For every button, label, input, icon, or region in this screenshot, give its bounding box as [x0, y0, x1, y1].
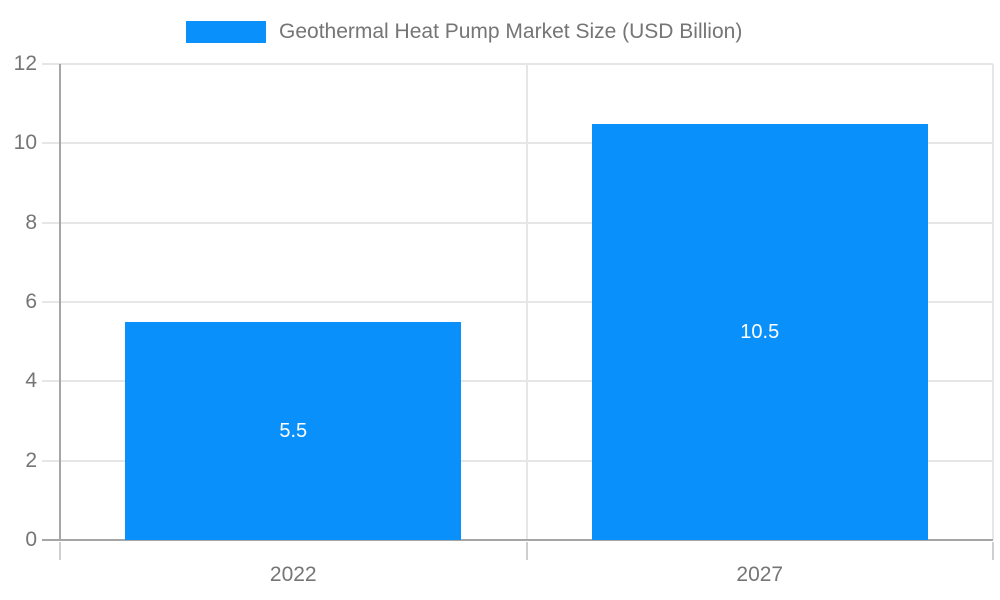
gridline-vertical: [525, 64, 528, 540]
x-axis-tick: [992, 542, 994, 560]
x-axis-tick-label: 2022: [269, 563, 317, 586]
y-axis-tick: [42, 63, 60, 65]
y-axis-tick-label: 4: [25, 369, 37, 393]
y-axis-tick: [42, 142, 60, 145]
y-axis-tick: [42, 301, 60, 303]
y-axis-line: [59, 64, 61, 540]
bar-2027[interactable]: [591, 123, 928, 540]
chart-legend[interactable]: Geothermal Heat Pump Market Size (USD Bi…: [186, 21, 742, 43]
y-axis-tick: [42, 221, 60, 224]
y-axis-tick-label: 2: [25, 448, 37, 472]
y-axis-tick-label: 12: [13, 52, 37, 75]
legend-swatch[interactable]: [186, 21, 266, 43]
x-axis-line: [42, 539, 993, 541]
y-axis-tick-label: 6: [25, 290, 37, 313]
y-axis-tick-label: 10: [13, 131, 37, 155]
y-axis-tick: [42, 380, 60, 383]
bar-value-label: 10.5: [740, 320, 780, 343]
y-axis-tick-label: 8: [25, 210, 37, 234]
gridline-vertical: [992, 64, 994, 540]
x-axis-tick-label: 2027: [736, 563, 784, 586]
y-axis-tick-label: 0: [25, 528, 37, 551]
chart-title: Geothermal Heat Pump Market Size (USD Bi…: [279, 20, 743, 43]
bar-2022[interactable]: [125, 321, 462, 540]
y-axis-tick: [42, 459, 60, 462]
x-axis-tick: [525, 542, 528, 560]
x-axis-tick: [59, 542, 61, 560]
bar-value-label: 5.5: [279, 419, 308, 442]
